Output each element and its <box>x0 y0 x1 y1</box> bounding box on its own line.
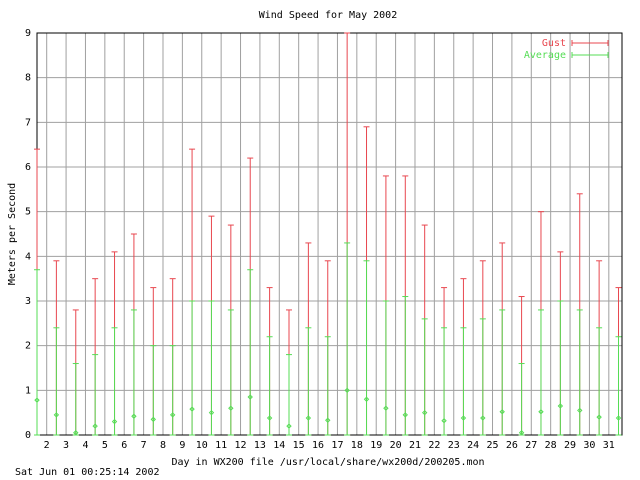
y-tick-label: 4 <box>25 251 31 262</box>
data-point <box>189 406 195 412</box>
x-tick-label: 16 <box>312 440 324 451</box>
x-tick-label: 29 <box>564 440 576 451</box>
x-tick-label: 2 <box>44 440 50 451</box>
x-tick-label: 23 <box>448 440 460 451</box>
x-tick-label: 24 <box>467 440 479 451</box>
x-tick-label: 10 <box>196 440 208 451</box>
data-point <box>53 412 60 418</box>
data-point <box>73 430 79 436</box>
x-tick-label: 19 <box>370 440 382 451</box>
data-point <box>460 415 467 421</box>
data-point <box>286 423 292 429</box>
x-tick-label: 6 <box>121 440 127 451</box>
x-axis-label: Day in WX200 file /usr/local/share/wx200… <box>171 457 484 468</box>
x-tick-label: 14 <box>273 440 285 451</box>
x-tick-label: 26 <box>506 440 518 451</box>
y-tick-label: 5 <box>25 207 31 218</box>
data-point <box>34 397 40 403</box>
x-tick-label: 3 <box>63 440 69 451</box>
data-point <box>615 415 622 421</box>
data-point <box>499 409 505 415</box>
y-tick-label: 6 <box>25 162 31 173</box>
data-point <box>344 387 350 394</box>
data-point <box>518 430 525 436</box>
data-point <box>228 405 234 411</box>
y-axis-label: Meters per Second <box>7 183 18 285</box>
data-point <box>305 415 312 421</box>
x-tick-label: 22 <box>428 440 440 451</box>
footer-timestamp: Sat Jun 01 00:25:14 2002 <box>15 467 160 478</box>
y-tick-label: 2 <box>25 341 31 352</box>
data-point <box>325 417 331 423</box>
x-tick-label: 11 <box>215 440 227 451</box>
data-point <box>111 418 118 425</box>
data-point <box>383 405 389 411</box>
data-point <box>169 412 176 418</box>
data-point <box>92 423 98 429</box>
x-tick-label: 4 <box>82 440 88 451</box>
x-tick-label: 30 <box>583 440 595 451</box>
x-tick-label: 28 <box>545 440 557 451</box>
data-point <box>538 409 544 415</box>
data-point <box>480 415 486 421</box>
x-tick-label: 20 <box>390 440 402 451</box>
x-tick-label: 7 <box>141 440 147 451</box>
x-tick-label: 25 <box>486 440 498 451</box>
legend-label: Average <box>524 50 566 61</box>
data-point <box>131 413 137 419</box>
y-tick-label: 8 <box>25 73 31 84</box>
x-tick-label: 13 <box>254 440 266 451</box>
data-point <box>208 409 215 416</box>
x-tick-label: 18 <box>351 440 363 451</box>
data-point <box>363 396 370 402</box>
y-tick-label: 0 <box>25 430 31 441</box>
y-tick-label: 1 <box>25 385 31 396</box>
data-point <box>577 407 583 414</box>
x-tick-label: 21 <box>409 440 421 451</box>
chart-title: Wind Speed for May 2002 <box>259 10 397 21</box>
x-tick-label: 27 <box>525 440 537 451</box>
data-point <box>557 403 564 409</box>
x-tick-label: 12 <box>235 440 247 451</box>
y-tick-label: 7 <box>25 117 31 128</box>
x-tick-label: 8 <box>160 440 166 451</box>
x-tick-label: 5 <box>102 440 108 451</box>
x-tick-label: 17 <box>331 440 343 451</box>
data-point <box>596 414 602 420</box>
x-tick-label: 15 <box>293 440 305 451</box>
y-tick-label: 3 <box>25 296 31 307</box>
data-point <box>247 394 253 400</box>
data-point <box>441 417 447 424</box>
x-tick-label: 31 <box>603 440 615 451</box>
data-point <box>421 409 428 416</box>
legend-label: Gust <box>542 38 566 49</box>
plot-border <box>36 32 623 436</box>
data-point <box>266 415 273 421</box>
x-tick-label: 9 <box>179 440 185 451</box>
data-point <box>150 416 157 423</box>
y-tick-label: 9 <box>25 28 31 39</box>
data-point <box>402 412 408 418</box>
